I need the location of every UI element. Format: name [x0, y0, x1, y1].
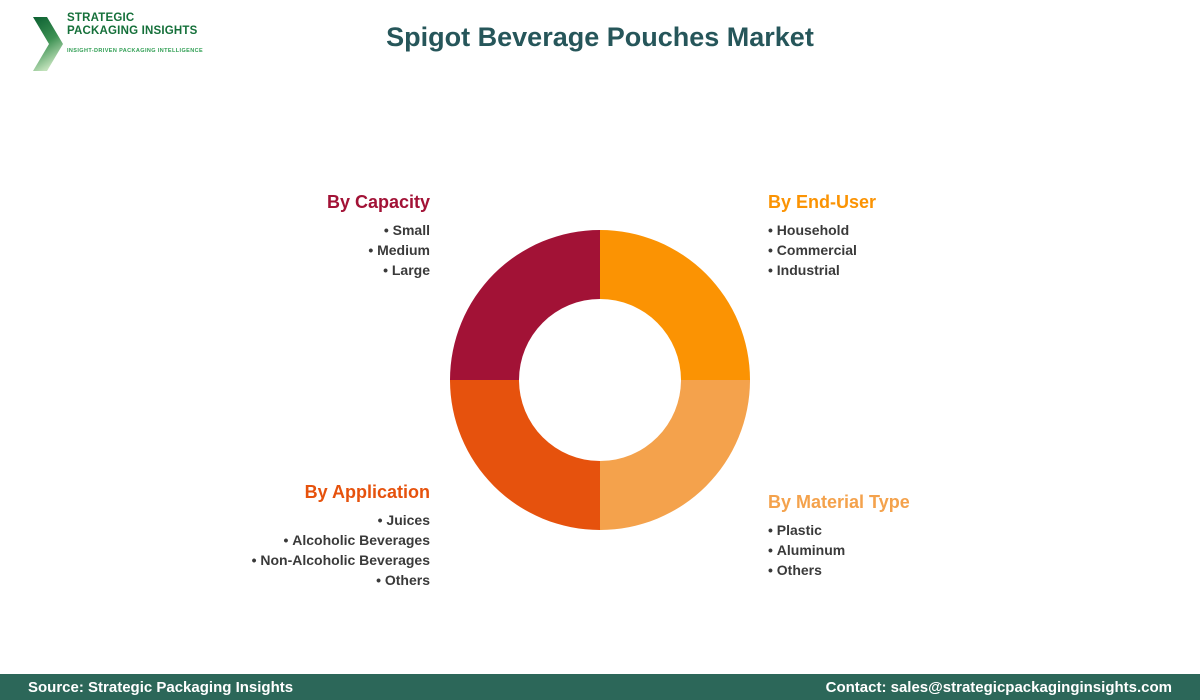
donut-chart	[450, 230, 750, 530]
company-logo: STRATEGIC PACKAGING INSIGHTS INSIGHT-DRI…	[33, 12, 203, 71]
segment-group-capacity: By Capacity Small Medium Large	[130, 192, 430, 280]
logo-line-1: STRATEGIC	[67, 12, 135, 24]
donut-slice-end-user	[600, 230, 750, 380]
segment-items-application: Juices Alcoholic Beverages Non-Alcoholic…	[110, 510, 430, 590]
list-item: Medium	[130, 240, 430, 260]
list-item: Alcoholic Beverages	[110, 530, 430, 550]
list-item: Aluminum	[768, 540, 1068, 560]
list-item: Small	[130, 220, 430, 240]
segment-header-material-type: By Material Type	[768, 492, 910, 512]
segment-group-end-user: By End-User Household Commercial Industr…	[768, 192, 1068, 280]
list-item: Juices	[110, 510, 430, 530]
segment-group-material-type: By Material Type Plastic Aluminum Others	[768, 492, 1068, 580]
donut-slice-capacity	[450, 230, 600, 380]
list-item: Plastic	[768, 520, 1068, 540]
logo-text: STRATEGIC PACKAGING INSIGHTS INSIGHT-DRI…	[67, 12, 203, 54]
list-item: Commercial	[768, 240, 1068, 260]
list-item: Industrial	[768, 260, 1068, 280]
segment-group-application: By Application Juices Alcoholic Beverage…	[110, 482, 430, 590]
list-item: Large	[130, 260, 430, 280]
footer-source: Source: Strategic Packaging Insights	[28, 678, 294, 696]
footer-bar: Source: Strategic Packaging Insights Con…	[0, 674, 1200, 700]
segment-items-material-type: Plastic Aluminum Others	[768, 520, 1068, 580]
logo-line-2: PACKAGING INSIGHTS	[67, 24, 198, 37]
list-item: Non-Alcoholic Beverages	[110, 550, 430, 570]
chevron-logo-icon	[33, 17, 63, 71]
donut-slice-application	[450, 380, 600, 530]
page-title: Spigot Beverage Pouches Market	[386, 22, 814, 52]
segment-header-application: By Application	[304, 482, 430, 502]
list-item: Household	[768, 220, 1068, 240]
segment-header-end-user: By End-User	[768, 192, 877, 212]
segment-items-end-user: Household Commercial Industrial	[768, 220, 1068, 280]
segment-header-capacity: By Capacity	[326, 192, 430, 212]
footer-contact: Contact: sales@strategicpackaginginsight…	[825, 678, 1172, 696]
list-item: Others	[110, 570, 430, 590]
segment-items-capacity: Small Medium Large	[130, 220, 430, 280]
donut-slice-material-type	[600, 380, 750, 530]
list-item: Others	[768, 560, 1068, 580]
logo-tagline: INSIGHT-DRIVEN PACKAGING INTELLIGENCE	[67, 48, 204, 54]
